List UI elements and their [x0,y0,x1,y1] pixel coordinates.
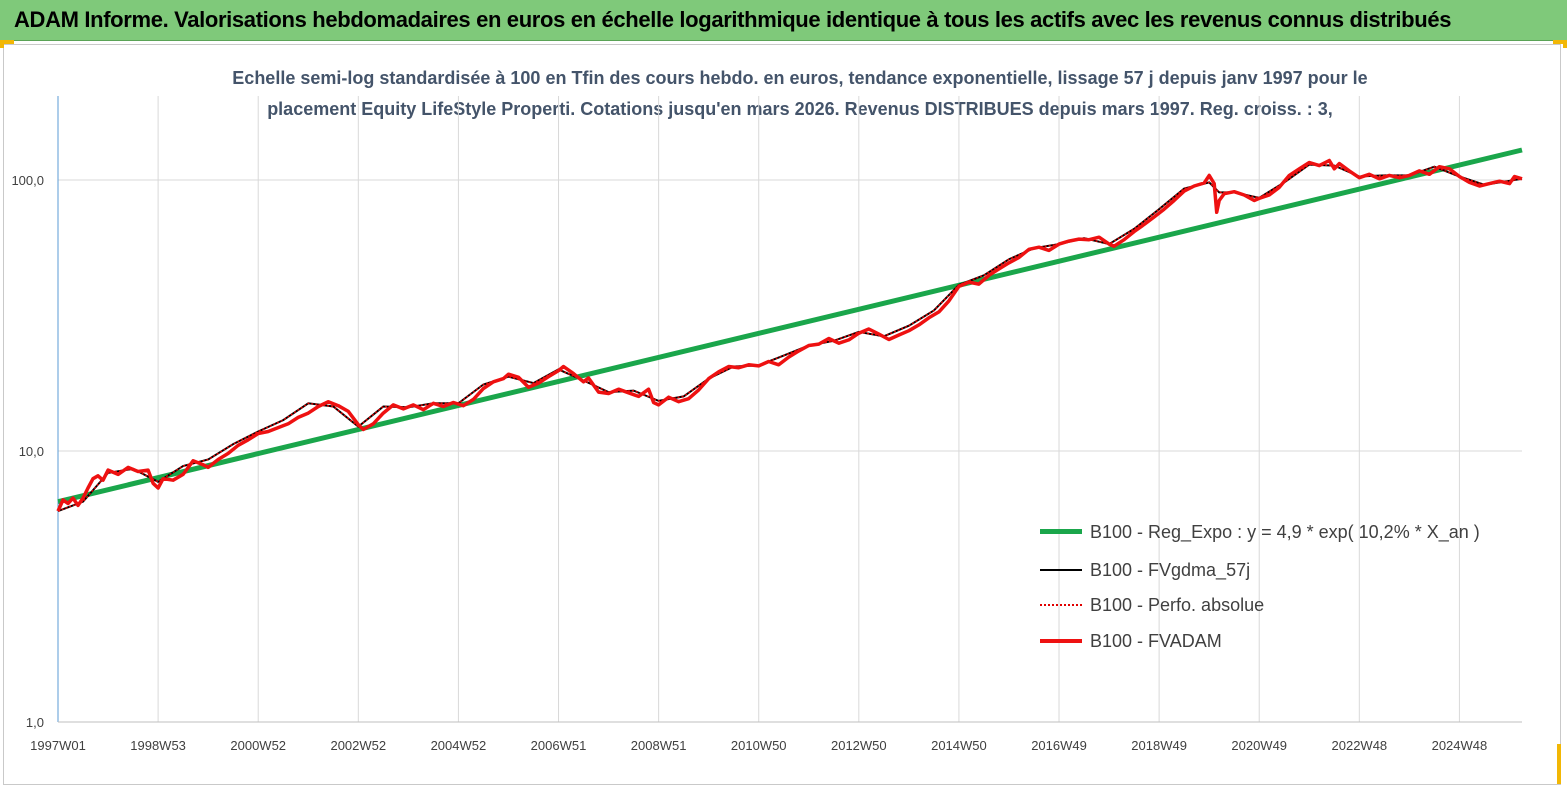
tick-labels: 1,0 10,0 100,0 1997W01 1998W53 2000W52 2002W52… [11,173,1487,753]
chart-frame [3,44,1561,785]
x-tick-label: 2012W50 [831,738,887,753]
corner-marker-tr [1553,40,1567,44]
x-tick-label: 2024W48 [1432,738,1488,753]
x-tick-label: 2000W52 [230,738,286,753]
legend-item-absolute: B100 - Perfo. absolue [1040,593,1520,617]
chart-subtitle-line1: Echelle semi-log standardisée à 100 en T… [232,68,1368,88]
legend-label-absolute: B100 - Perfo. absolue [1090,595,1265,615]
x-tick-label: 2004W52 [431,738,487,753]
y-tick-label: 100,0 [11,173,44,188]
series-line-absolute [57,163,1523,512]
chart-axes [57,96,1522,723]
x-tick-label: 2020W49 [1231,738,1287,753]
x-tick-label: 2010W50 [731,738,787,753]
legend-swatch-absolute [1040,604,1082,606]
series-layer [56,147,1523,513]
x-tick-label: 2014W50 [931,738,987,753]
report-title: ADAM Informe. Valorisations hebdomadaire… [14,7,1452,32]
x-tick-label: 2002W52 [330,738,386,753]
legend-label-fvadam: B100 - FVADAM [1090,631,1222,651]
legend-item-smoothed: B100 - FVgdma_57j [1040,558,1520,582]
series-line-smoothed [57,163,1523,513]
y-tick-label: 1,0 [26,715,44,730]
chart-subtitle-line2: placement Equity LifeStyle Properti. Cot… [267,99,1333,119]
legend-label-smoothed: B100 - FVgdma_57j [1090,560,1251,580]
legend-item-regression: B100 - Reg_Expo : y = 4,9 * exp( 10,2% *… [1040,520,1520,544]
legend-swatch-regression [1040,529,1082,534]
legend-label-regression: B100 - Reg_Expo : y = 4,9 * exp( 10,2% *… [1090,522,1480,542]
x-tick-label: 2008W51 [631,738,687,753]
corner-marker-tl [0,40,14,44]
report-header: ADAM Informe. Valorisations hebdomadaire… [0,0,1567,41]
series-line-regression [57,147,1523,505]
x-tick-label: 2016W49 [1031,738,1087,753]
corner-marker-br [1557,744,1561,784]
y-tick-label: 10,0 [19,444,44,459]
x-tick-label: 2018W49 [1131,738,1187,753]
series-line-fvadam [56,158,1523,512]
corner-marker-tr-v [1563,40,1567,48]
grid-lines [58,96,1522,723]
corner-marker-tl-v [0,40,4,48]
x-tick-label: 2022W48 [1332,738,1388,753]
x-tick-label: 1997W01 [30,738,86,753]
x-tick-label: 2006W51 [531,738,587,753]
legend-swatch-smoothed [1040,569,1082,571]
legend-item-fvadam: B100 - FVADAM [1040,629,1520,653]
legend-swatch-fvadam [1040,639,1082,643]
x-tick-label: 1998W53 [130,738,186,753]
